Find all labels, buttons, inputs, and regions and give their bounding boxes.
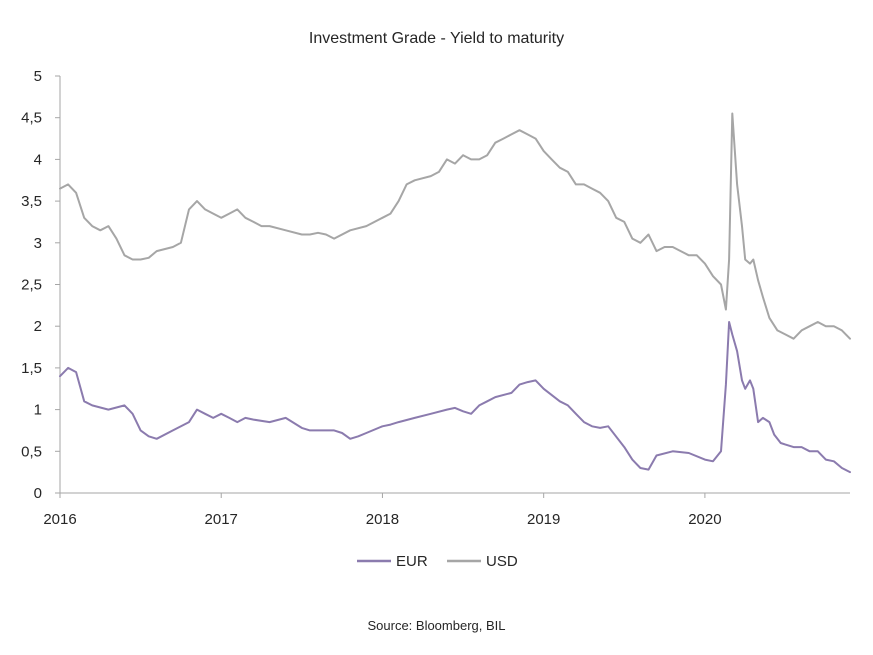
x-tick-label: 2017 [205,511,238,528]
x-tick-label: 2020 [688,511,721,528]
series-line-eur [59,321,851,474]
y-tick-label: 1,5 [21,360,42,377]
y-tick-label: 0,5 [21,443,42,460]
series-line-usd [59,112,851,340]
chart-title: Investment Grade - Yield to maturity [308,30,565,47]
x-tick-label: 2018 [366,511,399,528]
y-tick-label: 4,5 [21,110,42,127]
legend-eur-label: EUR [396,553,428,570]
y-tick-label: 3 [34,235,42,252]
y-axis: 0 0,5 1 1,5 2 2,5 3 3,5 4 4,5 5 [21,68,61,502]
y-tick-label: 2,5 [21,277,42,294]
source-note: Source: Bloomberg, BIL [367,618,506,633]
y-tick-label: 3,5 [21,193,42,210]
x-tick-label: 2019 [527,511,560,528]
legend: EUR USD [357,553,518,570]
x-tick-label: 2016 [43,511,76,528]
x-axis: 2016 2017 2018 2019 2020 [43,492,850,528]
y-tick-label: 1 [34,402,42,419]
y-tick-label: 2 [34,318,42,335]
y-tick-label: 4 [34,151,42,168]
series-lines [59,112,851,474]
y-tick-label: 0 [34,485,42,502]
y-tick-label: 5 [34,68,42,85]
legend-usd-label: USD [486,553,518,570]
